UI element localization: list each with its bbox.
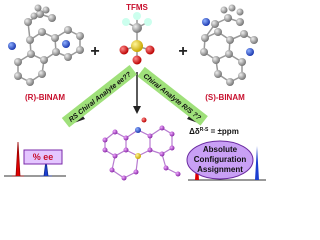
graphical-abstract: (R)-BINAM + TFMS + (S)-BINAM RS Chiral A… [4,3,266,181]
assignment-spectrum: Absolute Configuration Assignment [186,140,266,181]
ee-spectrum: % ee [4,141,66,177]
molecule-tfms [119,12,155,65]
plus-sign: + [178,43,187,60]
delta-symbol: Δδ [189,127,200,136]
branch-label: Chiral Analyte R/S ?? [142,73,203,123]
assignment-text: Configuration [194,155,247,164]
delta-superscript: R-S [200,127,209,133]
label-s-binam: (S)-BINAM [205,93,245,102]
complex [102,117,181,181]
branch-right: Chiral Analyte R/S ?? [137,66,208,126]
assignment-text: Assignment [197,165,243,174]
plus-sign: + [90,43,99,60]
assignment-text: Absolute [203,145,238,154]
branch-left: RS Chiral Analyte ee?? [61,65,137,128]
molecule-s-binam [200,4,258,86]
delta-label: ΔδR-S = ±ppm [189,127,239,136]
ee-label: % ee [33,152,54,162]
branch-label: RS Chiral Analyte ee?? [68,71,133,124]
molecule-r-binam [8,4,84,86]
branch-box [61,65,137,128]
label-tfms: TFMS [126,3,148,12]
delta-value: = ±ppm [208,127,238,136]
label-r-binam: (R)-BINAM [25,93,65,102]
branch-box [137,66,208,126]
